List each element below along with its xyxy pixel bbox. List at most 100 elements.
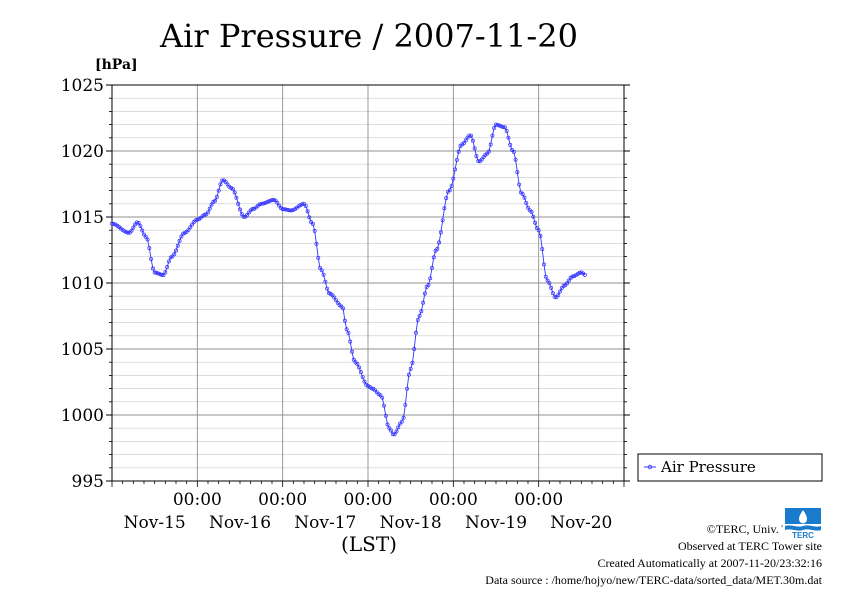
data-point — [558, 289, 562, 294]
x-date-label: Nov-17 — [294, 513, 356, 533]
data-point — [310, 221, 315, 226]
data-point — [438, 230, 443, 235]
data-point — [172, 252, 177, 257]
y-tick-label: 1010 — [61, 274, 104, 294]
data-point — [561, 283, 566, 288]
data-point — [270, 198, 274, 203]
data-point — [549, 285, 554, 290]
data-point — [239, 212, 244, 217]
data-point — [323, 279, 328, 284]
data-point — [526, 205, 530, 210]
data-point — [437, 240, 442, 245]
data-point — [504, 128, 509, 133]
data-point — [428, 276, 433, 281]
data-point — [378, 393, 383, 398]
y-tick-label: 1025 — [61, 76, 104, 96]
data-point — [355, 362, 360, 366]
air-pressure-series-points — [110, 122, 587, 437]
data-point — [287, 208, 292, 213]
data-point — [154, 270, 159, 275]
data-point — [394, 429, 399, 434]
data-point — [408, 366, 413, 371]
data-point — [220, 178, 225, 183]
data-point — [277, 203, 282, 208]
data-point — [209, 202, 214, 207]
data-point — [454, 157, 459, 162]
data-point — [467, 133, 472, 138]
data-point — [369, 386, 374, 391]
data-point — [188, 225, 193, 230]
data-point — [282, 207, 287, 212]
data-point — [501, 125, 506, 129]
data-point — [577, 270, 582, 275]
data-point — [520, 192, 525, 196]
data-point — [140, 228, 145, 233]
footer-data-source: Data source : /home/hojyo/new/TERC-data/… — [485, 573, 822, 587]
data-point — [236, 201, 241, 206]
data-point — [412, 346, 417, 351]
data-point — [300, 202, 305, 207]
data-point — [307, 215, 312, 220]
data-point — [401, 415, 406, 420]
data-point — [406, 372, 411, 377]
data-point — [159, 272, 164, 277]
data-point — [261, 201, 266, 206]
data-point — [515, 170, 520, 175]
data-point — [262, 201, 267, 205]
data-point — [462, 141, 466, 145]
data-point — [326, 291, 331, 296]
data-point — [238, 207, 242, 212]
data-point — [213, 198, 218, 203]
data-point — [570, 274, 575, 279]
y-axis-unit-label: [hPa] — [95, 57, 138, 73]
data-point — [179, 234, 184, 239]
data-point — [524, 200, 529, 205]
data-point — [517, 182, 522, 187]
data-point — [440, 218, 445, 223]
data-point — [380, 395, 385, 400]
data-point — [542, 262, 546, 267]
data-point — [556, 293, 561, 298]
data-point — [147, 246, 152, 251]
data-point — [257, 202, 262, 207]
x-axis-ticks: 00:00 Nov-15 00:00 Nov-16 00:00 Nov-17 00:00 No… — [111, 481, 625, 533]
terc-logo: TERC — [783, 504, 823, 540]
water-drop-icon — [799, 510, 807, 524]
y-axis-ticks: 995 1000 1005 1010 1015 1020 1025 — [61, 76, 630, 492]
y-tick-label: 1000 — [61, 406, 104, 426]
data-point — [129, 228, 134, 233]
y-tick-label: 1005 — [61, 340, 104, 360]
data-point — [552, 294, 557, 299]
data-point — [529, 209, 534, 214]
data-point — [161, 273, 166, 277]
data-point — [488, 142, 493, 147]
data-point — [463, 138, 468, 143]
data-point — [360, 375, 365, 379]
data-point — [145, 237, 150, 242]
data-point — [316, 255, 321, 260]
data-point — [346, 330, 351, 335]
x-date-label: Nov-20 — [550, 513, 612, 533]
data-point — [421, 300, 426, 305]
data-point — [545, 278, 550, 283]
footer-created: Created Automatically at 2007-11-20/23:3… — [597, 556, 822, 570]
data-point — [166, 259, 171, 264]
data-point — [152, 270, 157, 275]
x-axis-label: (LST) — [341, 532, 397, 556]
x-time-label: 00:00 — [429, 490, 478, 510]
data-point — [415, 317, 420, 322]
data-point — [533, 220, 538, 225]
legend-marker — [647, 464, 653, 470]
data-point — [124, 230, 129, 235]
data-point — [344, 327, 349, 332]
data-point — [522, 195, 527, 200]
data-point — [289, 208, 294, 213]
data-point — [110, 221, 114, 226]
data-point — [136, 220, 141, 225]
data-point — [342, 318, 347, 323]
x-time-label: 00:00 — [344, 490, 393, 510]
data-point — [447, 188, 452, 193]
data-point — [230, 187, 235, 191]
data-point — [494, 122, 498, 127]
data-point — [414, 330, 418, 335]
